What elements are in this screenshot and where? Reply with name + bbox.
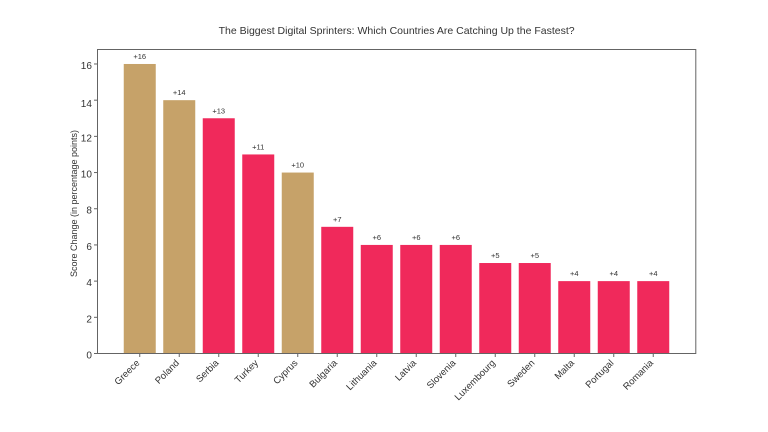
svg-text:+10: +10 xyxy=(291,161,304,170)
svg-text:+4: +4 xyxy=(570,269,579,278)
svg-text:8: 8 xyxy=(86,206,92,217)
svg-text:Score Change (in percentage po: Score Change (in percentage points) xyxy=(69,130,79,277)
svg-text:2: 2 xyxy=(86,314,92,325)
svg-text:+11: +11 xyxy=(252,142,264,151)
svg-text:16: 16 xyxy=(81,61,93,72)
svg-text:+6: +6 xyxy=(372,233,381,242)
svg-text:+5: +5 xyxy=(530,251,539,260)
svg-text:+16: +16 xyxy=(133,52,146,61)
svg-text:14: 14 xyxy=(81,99,93,110)
svg-text:+14: +14 xyxy=(173,88,186,97)
svg-text:6: 6 xyxy=(86,242,92,253)
svg-text:4: 4 xyxy=(86,278,92,289)
svg-text:10: 10 xyxy=(81,170,93,181)
svg-text:+4: +4 xyxy=(609,269,618,278)
svg-text:+5: +5 xyxy=(491,251,500,260)
svg-text:The Biggest Digital Sprinters:: The Biggest Digital Sprinters: Which Cou… xyxy=(219,25,575,37)
svg-text:+7: +7 xyxy=(333,215,342,224)
svg-text:+6: +6 xyxy=(412,233,421,242)
svg-text:+13: +13 xyxy=(212,106,225,115)
svg-text:+4: +4 xyxy=(649,269,658,278)
svg-text:12: 12 xyxy=(81,133,93,144)
svg-text:0: 0 xyxy=(86,351,92,362)
svg-text:+6: +6 xyxy=(451,233,460,242)
